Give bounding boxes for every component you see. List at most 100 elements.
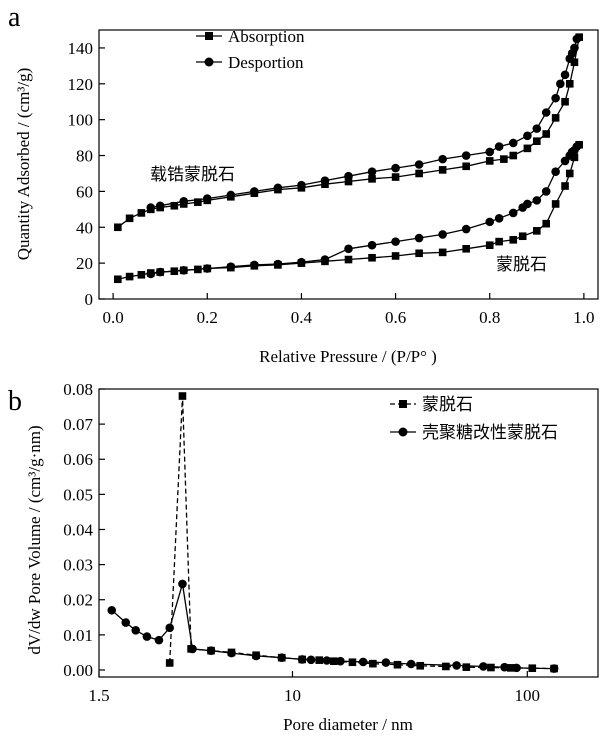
point-a-3-16 — [494, 214, 504, 223]
y-axis-title-a: Quantity Adsorbed / (cm³/g) — [14, 68, 33, 261]
point-a-0-26 — [551, 114, 560, 122]
point-a-3-27 — [572, 142, 582, 151]
point-b-1-2 — [131, 625, 141, 635]
point-a-1-23 — [560, 70, 570, 80]
y-tick-label-a-1: 20 — [76, 254, 93, 273]
point-a-3-0 — [146, 269, 156, 279]
legend-b: 蒙脱石 壳聚糖改性蒙脱石 — [390, 395, 558, 442]
point-a-1-0 — [146, 203, 156, 212]
point-a-2-2 — [137, 270, 146, 279]
point-a-0-14 — [344, 177, 353, 186]
point-a-3-4 — [226, 262, 236, 272]
point-a-1-8 — [320, 176, 330, 185]
point-a-2-0 — [114, 275, 122, 284]
point-b-0-12 — [393, 660, 402, 669]
point-b-1-20 — [479, 662, 488, 671]
point-b-1-16 — [358, 657, 368, 667]
point-a-2-22 — [509, 236, 518, 244]
point-a-3-20 — [532, 196, 542, 205]
x-axis-title-a: Relative Pressure / (P/P° ) — [259, 347, 437, 366]
point-b-1-5 — [165, 623, 174, 633]
point-a-0-1 — [125, 214, 134, 223]
legend-a-marker-desportion — [204, 57, 214, 67]
point-a-1-1 — [155, 201, 165, 211]
point-a-1-13 — [438, 154, 447, 164]
point-a-3-13 — [438, 230, 447, 239]
point-b-0-14 — [442, 662, 450, 671]
point-a-1-5 — [250, 187, 259, 196]
point-a-0-15 — [368, 175, 376, 183]
point-a-3-3 — [202, 264, 212, 273]
legend-a-label-desportion: Desportion — [228, 53, 304, 72]
y-tick-label-a-6: 120 — [68, 75, 94, 94]
point-a-1-16 — [494, 142, 504, 151]
point-a-1-2 — [179, 196, 189, 206]
y-tick-label-b-7: 0.07 — [63, 415, 93, 434]
point-b-1-3 — [142, 632, 152, 641]
y-tick-label-b-3: 0.03 — [63, 556, 93, 575]
point-a-0-17 — [415, 169, 423, 178]
point-a-1-9 — [344, 171, 353, 181]
point-a-1-15 — [485, 147, 495, 157]
point-a-1-6 — [273, 183, 283, 193]
x-tick-label-a-5: 1.0 — [573, 308, 594, 327]
point-a-2-26 — [551, 200, 560, 208]
x-tick-label-b-0: 1.5 — [88, 686, 109, 705]
point-a-2-21 — [495, 237, 503, 246]
point-a-1-17 — [508, 138, 518, 148]
legend-b-marker-montmorillonite — [399, 400, 407, 408]
point-a-0-19 — [462, 162, 470, 171]
point-b-1-22 — [512, 663, 521, 673]
y-tick-label-a-5: 100 — [68, 111, 94, 130]
legend-a: Absorption Desportion — [196, 27, 305, 72]
panel-label-a: a — [8, 2, 21, 33]
y-tick-label-a-4: 80 — [76, 147, 93, 166]
point-a-0-7 — [194, 198, 202, 206]
point-a-1-21 — [551, 93, 560, 103]
point-b-1-18 — [406, 659, 416, 669]
point-a-0-18 — [438, 166, 447, 174]
point-b-1-23 — [549, 664, 559, 673]
point-a-3-17 — [508, 208, 518, 218]
point-a-2-23 — [518, 232, 527, 241]
point-a-0-27 — [561, 97, 569, 106]
point-a-1-14 — [461, 151, 471, 160]
point-a-2-14 — [344, 255, 353, 264]
point-a-3-22 — [551, 167, 560, 176]
point-a-3-2 — [179, 266, 189, 275]
legend-b-marker-chitosan — [398, 427, 408, 437]
point-b-1-4 — [154, 635, 164, 645]
series-group-a — [114, 33, 583, 284]
point-b-0-13 — [416, 661, 425, 670]
point-b-1-11 — [277, 653, 287, 662]
point-a-3-12 — [414, 233, 424, 243]
point-a-0-16 — [391, 173, 400, 181]
point-b-1-10 — [251, 651, 261, 661]
point-a-3-10 — [367, 240, 377, 250]
point-a-3-8 — [320, 255, 330, 264]
point-b-0-0 — [165, 659, 174, 667]
y-tick-label-b-0: 0.00 — [63, 661, 93, 680]
point-a-1-4 — [226, 190, 236, 200]
point-a-1-26 — [570, 43, 579, 53]
point-a-3-6 — [273, 259, 283, 269]
point-b-1-12 — [297, 655, 307, 664]
point-a-2-20 — [485, 241, 494, 249]
point-b-1-15 — [336, 656, 345, 666]
point-b-1-1 — [121, 618, 131, 627]
y-tick-label-b-6: 0.06 — [63, 450, 93, 469]
point-b-1-8 — [206, 646, 216, 655]
point-a-0-0 — [114, 223, 122, 232]
y-tick-label-b-5: 0.05 — [63, 485, 93, 504]
point-a-2-25 — [542, 219, 551, 228]
x-axis-title-b: Pore diameter / nm — [283, 715, 413, 734]
point-a-2-17 — [415, 249, 423, 258]
x-tick-label-a-4: 0.8 — [479, 308, 500, 327]
point-a-1-27 — [572, 34, 582, 44]
point-a-2-1 — [125, 272, 134, 281]
point-a-1-18 — [523, 131, 532, 141]
point-a-3-11 — [391, 237, 400, 246]
point-a-1-10 — [367, 167, 377, 176]
y-tick-label-b-8: 0.08 — [63, 380, 93, 399]
point-b-1-9 — [227, 648, 236, 658]
